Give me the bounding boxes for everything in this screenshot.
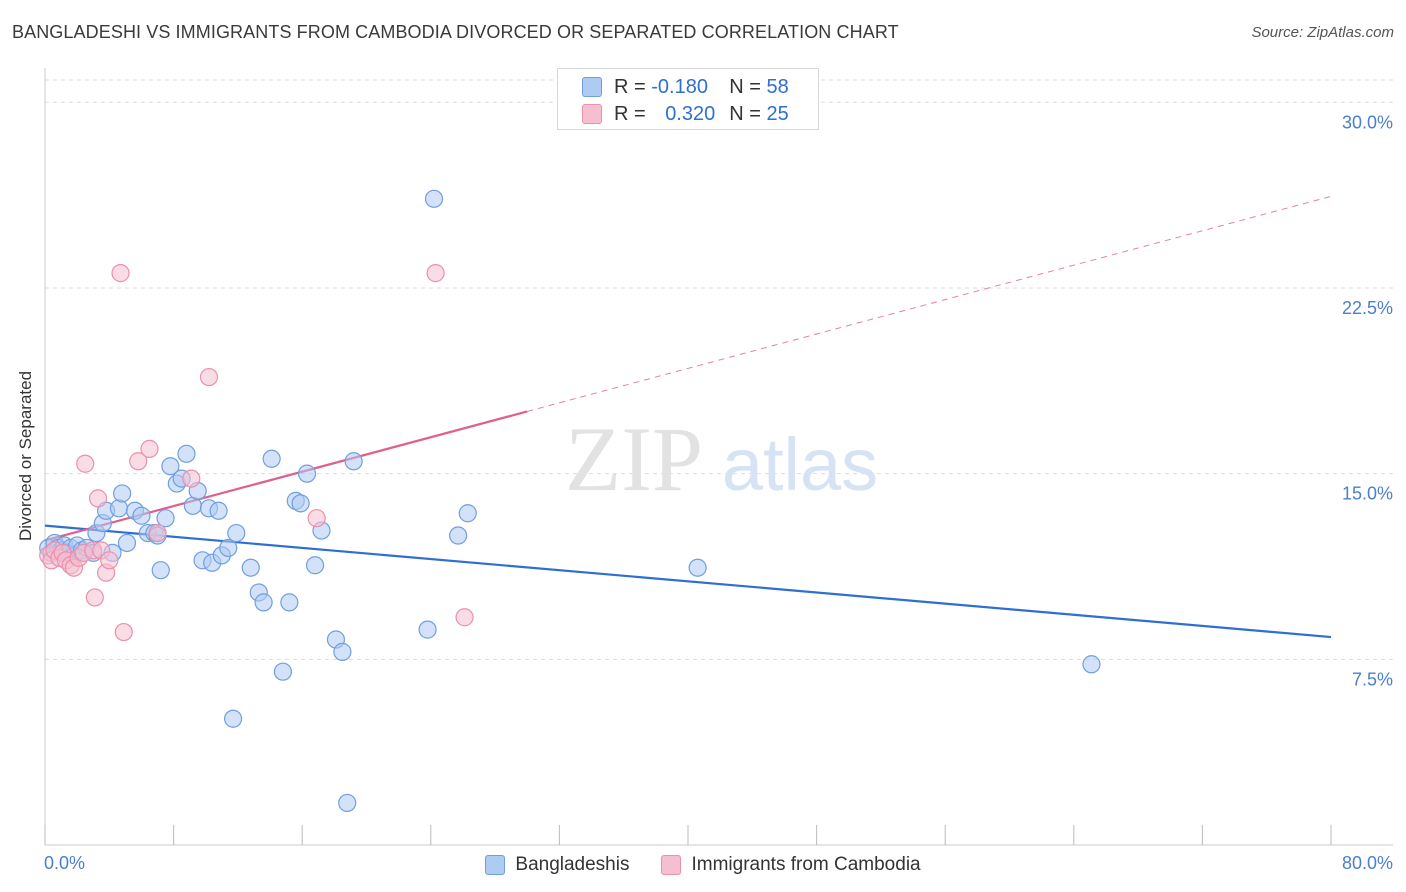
point-bangladeshi bbox=[161, 457, 180, 476]
point-cambodia bbox=[199, 367, 219, 387]
point-bangladeshi bbox=[262, 449, 281, 468]
point-bangladeshi bbox=[109, 499, 129, 518]
point-bangladeshi bbox=[227, 523, 246, 543]
point-cambodia bbox=[140, 439, 159, 458]
watermark-zip: ZIP bbox=[565, 408, 703, 510]
point-bangladeshi bbox=[458, 504, 477, 523]
point-bangladeshi bbox=[344, 452, 363, 471]
legend-swatch-blue bbox=[582, 77, 602, 97]
n-value: 25 bbox=[766, 102, 789, 125]
n-value: 58 bbox=[766, 75, 789, 98]
point-cambodia bbox=[148, 523, 167, 543]
source-credit: Source: ZipAtlas.com bbox=[1251, 24, 1394, 41]
r-label: R = bbox=[614, 75, 646, 98]
point-bangladeshi bbox=[424, 189, 444, 208]
point-cambodia bbox=[114, 622, 133, 642]
point-bangladeshi bbox=[338, 793, 357, 813]
point-bangladeshi bbox=[333, 642, 352, 661]
r-label: R = bbox=[614, 102, 646, 125]
point-bangladeshi bbox=[113, 484, 132, 503]
axes bbox=[44, 68, 1393, 846]
y-tick-label: 30.0% bbox=[1342, 112, 1393, 132]
stats-legend: R = -0.180 N = 58 R = 0.320 N = 25 bbox=[557, 68, 819, 130]
legend-label: Immigrants from Cambodia bbox=[691, 854, 921, 875]
x-tick-label: 80.0% bbox=[1342, 853, 1393, 873]
point-bangladeshi bbox=[223, 709, 243, 728]
point-bangladeshi bbox=[291, 494, 310, 513]
point-bangladeshi bbox=[151, 561, 170, 580]
point-bangladeshi bbox=[297, 464, 317, 483]
n-label: N = bbox=[729, 75, 761, 98]
legend-item-cambodia[interactable]: Immigrants from Cambodia bbox=[661, 854, 921, 876]
legend-swatch-pink bbox=[582, 104, 602, 124]
stats-legend-row-bangladeshis: R = -0.180 N = 58 bbox=[582, 74, 789, 100]
chart-title: BANGLADESHI VS IMMIGRANTS FROM CAMBODIA … bbox=[12, 22, 899, 42]
trend-line bbox=[44, 524, 1332, 639]
point-cambodia bbox=[129, 452, 148, 471]
point-bangladeshi bbox=[254, 593, 273, 612]
point-bangladeshi bbox=[241, 558, 260, 577]
trend-line-extrapolated bbox=[527, 195, 1332, 412]
x-tick-label: 0.0% bbox=[44, 853, 85, 873]
y-tick-label: 22.5% bbox=[1342, 298, 1393, 318]
n-label: N = bbox=[729, 102, 761, 125]
point-cambodia bbox=[76, 454, 95, 473]
point-bangladeshi bbox=[280, 593, 299, 612]
point-cambodia bbox=[88, 489, 108, 508]
point-bangladeshi bbox=[449, 526, 468, 545]
legend-swatch-pink bbox=[661, 855, 682, 875]
stats-legend-row-cambodia: R = 0.320 N = 25 bbox=[582, 101, 789, 127]
point-bangladeshi bbox=[177, 444, 196, 463]
legend-item-bangladeshis[interactable]: Bangladeshis bbox=[485, 854, 629, 876]
point-cambodia bbox=[307, 509, 326, 528]
point-bangladeshi bbox=[273, 662, 293, 681]
y-tick-label: 7.5% bbox=[1352, 669, 1393, 689]
point-cambodia bbox=[455, 608, 474, 627]
y-tick-label: 15.0% bbox=[1342, 484, 1393, 504]
point-cambodia bbox=[111, 264, 130, 283]
point-bangladeshi bbox=[1082, 655, 1101, 674]
point-bangladeshi bbox=[305, 556, 325, 575]
data-points bbox=[39, 189, 1101, 813]
point-bangladeshi bbox=[219, 538, 238, 558]
point-bangladeshi bbox=[209, 501, 228, 520]
point-bangladeshi bbox=[117, 533, 137, 553]
point-bangladeshi bbox=[418, 620, 437, 639]
point-bangladeshi bbox=[132, 506, 151, 525]
point-cambodia bbox=[182, 469, 201, 488]
legend-label: Bangladeshis bbox=[515, 854, 630, 875]
r-value: -0.180 bbox=[651, 75, 708, 98]
point-cambodia bbox=[426, 264, 445, 283]
point-bangladeshi bbox=[156, 509, 175, 528]
tick-labels: 7.5% 15.0% 22.5% 30.0% 0.0% 80.0% bbox=[44, 112, 1393, 873]
point-bangladeshi bbox=[688, 558, 707, 577]
point-cambodia bbox=[85, 588, 104, 607]
watermark-atlas: atlas bbox=[722, 423, 878, 506]
y-axis-title: Divorced or Separated bbox=[16, 370, 35, 542]
trend-line bbox=[44, 410, 528, 542]
r-value: 0.320 bbox=[665, 102, 716, 125]
legend-swatch-blue bbox=[485, 855, 506, 875]
trend-lines bbox=[44, 195, 1332, 639]
series-legend: Bangladeshis Immigrants from Cambodia bbox=[0, 852, 1406, 878]
point-cambodia bbox=[100, 551, 119, 570]
